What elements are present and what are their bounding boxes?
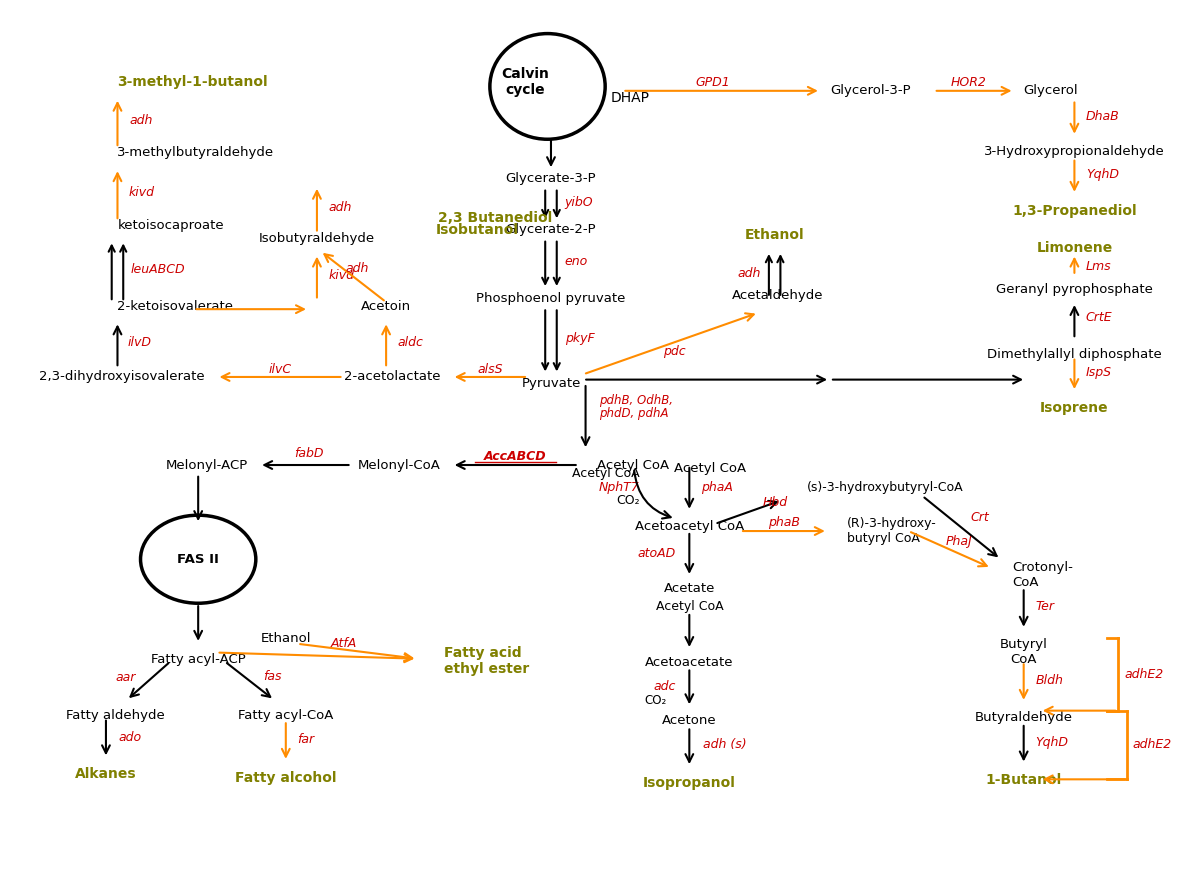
Text: YqhD: YqhD [1086, 168, 1119, 181]
Text: 2,3-dihydroxyisovalerate: 2,3-dihydroxyisovalerate [39, 370, 206, 384]
Text: 3-Hydroxypropionaldehyde: 3-Hydroxypropionaldehyde [984, 145, 1164, 159]
Text: Pyruvate: Pyruvate [522, 377, 581, 390]
Text: Alkanes: Alkanes [75, 767, 137, 781]
Text: Hbd: Hbd [763, 496, 789, 509]
Text: Glycerate-3-P: Glycerate-3-P [506, 173, 596, 185]
Text: Acetyl CoA: Acetyl CoA [675, 462, 746, 476]
Text: Glycerate-2-P: Glycerate-2-P [506, 223, 596, 237]
Text: Melonyl-ACP: Melonyl-ACP [165, 459, 248, 471]
Text: adhE2: adhE2 [1132, 739, 1171, 751]
Text: DhaB: DhaB [1086, 110, 1119, 123]
Text: DHAP: DHAP [611, 91, 650, 105]
Text: Melonyl-CoA: Melonyl-CoA [358, 459, 441, 471]
Text: YqhD: YqhD [1035, 736, 1068, 749]
Text: CO₂: CO₂ [617, 494, 640, 507]
Text: CO₂: CO₂ [644, 694, 666, 707]
Text: 1,3-Propanediol: 1,3-Propanediol [1012, 204, 1137, 218]
Text: Fatty acid
ethyl ester: Fatty acid ethyl ester [444, 646, 529, 676]
Text: Glycerol: Glycerol [1024, 84, 1079, 97]
Text: AtfA: AtfA [330, 637, 356, 650]
Text: phaA: phaA [701, 480, 733, 494]
Text: fabD: fabD [295, 447, 323, 460]
Text: ilvC: ilvC [268, 362, 291, 376]
Text: CrtE: CrtE [1086, 312, 1113, 324]
Text: 2,3 Butanediol: 2,3 Butanediol [438, 212, 552, 225]
Text: ado: ado [119, 731, 141, 743]
Text: adhE2: adhE2 [1124, 668, 1163, 681]
Text: kivd: kivd [328, 269, 354, 283]
Text: Isobutanol: Isobutanol [436, 223, 519, 237]
Text: HOR2: HOR2 [950, 75, 986, 89]
Text: phdD, pdhA: phdD, pdhA [600, 407, 669, 420]
Text: Butyraldehyde: Butyraldehyde [974, 711, 1073, 724]
Text: Acetyl CoA: Acetyl CoA [598, 459, 669, 472]
Text: Fatty aldehyde: Fatty aldehyde [65, 709, 165, 722]
Text: Acetone: Acetone [662, 714, 716, 727]
Text: adh: adh [738, 267, 760, 280]
Text: Acetyl CoA: Acetyl CoA [656, 600, 723, 613]
Text: ketoisocaproate: ketoisocaproate [118, 219, 225, 232]
Text: Fatty alcohol: Fatty alcohol [235, 771, 336, 784]
Text: Dimethylallyl diphosphate: Dimethylallyl diphosphate [987, 348, 1162, 361]
Text: 3-methyl-1-butanol: 3-methyl-1-butanol [118, 75, 268, 89]
Text: adh (s): adh (s) [703, 739, 747, 751]
Text: kivd: kivd [129, 186, 154, 199]
Text: Butyryl
CoA: Butyryl CoA [1000, 639, 1048, 666]
Text: Limonene: Limonene [1036, 240, 1112, 254]
Text: AccABCD: AccABCD [484, 450, 546, 462]
Text: Crt: Crt [971, 511, 990, 525]
Text: 1-Butanol: 1-Butanol [986, 773, 1062, 787]
Text: 2-ketoisovalerate: 2-ketoisovalerate [118, 299, 234, 313]
Text: yibO: yibO [564, 196, 594, 209]
Text: atoAD: atoAD [637, 547, 676, 560]
Text: Phosphoenol pyruvate: Phosphoenol pyruvate [476, 292, 626, 305]
Text: Acetyl CoA: Acetyl CoA [573, 467, 640, 480]
Text: Acetate: Acetate [664, 582, 715, 595]
Text: (R)-3-hydroxy-
butyryl CoA: (R)-3-hydroxy- butyryl CoA [847, 517, 937, 545]
Text: adh: adh [328, 200, 352, 214]
Text: Acetaldehyde: Acetaldehyde [732, 289, 823, 302]
Text: PhaJ: PhaJ [946, 535, 972, 548]
Text: Fatty acyl-CoA: Fatty acyl-CoA [238, 709, 334, 722]
Text: Acetoacetate: Acetoacetate [645, 656, 733, 669]
Text: Acetoacetyl CoA: Acetoacetyl CoA [634, 520, 744, 533]
Text: alsS: alsS [478, 362, 503, 376]
Text: Geranyl pyrophosphate: Geranyl pyrophosphate [996, 283, 1152, 296]
Text: adc: adc [653, 680, 676, 693]
Text: ilvD: ilvD [128, 336, 152, 349]
Text: Bldh: Bldh [1035, 674, 1063, 688]
Text: adh: adh [346, 262, 368, 276]
Text: Ethanol: Ethanol [745, 229, 804, 242]
Text: Ethanol: Ethanol [260, 632, 311, 645]
Text: (s)-3-hydroxybutyryl-CoA: (s)-3-hydroxybutyryl-CoA [807, 481, 963, 494]
Text: IspS: IspS [1086, 366, 1112, 379]
Text: Crotonyl-
CoA: Crotonyl- CoA [1012, 561, 1073, 589]
Text: fas: fas [263, 670, 282, 683]
Text: phaB: phaB [767, 516, 800, 529]
Text: pdhB, OdhB,: pdhB, OdhB, [600, 394, 674, 408]
Text: 3-methylbutyraldehyde: 3-methylbutyraldehyde [118, 146, 274, 159]
Text: Ter: Ter [1035, 600, 1054, 613]
Text: pdc: pdc [663, 345, 685, 358]
Text: GPD1: GPD1 [695, 75, 729, 89]
Text: NphT7: NphT7 [599, 480, 640, 494]
Text: Calvin
cycle: Calvin cycle [501, 67, 550, 97]
Text: Glycerol-3-P: Glycerol-3-P [830, 84, 911, 97]
Text: Fatty acyl-ACP: Fatty acyl-ACP [151, 653, 246, 665]
Text: Isobutyraldehyde: Isobutyraldehyde [259, 232, 375, 245]
Text: Acetoin: Acetoin [361, 299, 411, 313]
Text: Lms: Lms [1086, 260, 1112, 274]
Text: pkyF: pkyF [564, 331, 594, 345]
Text: adh: adh [129, 114, 152, 128]
Text: aldc: aldc [398, 336, 423, 349]
Text: aar: aar [115, 671, 135, 684]
Text: leuABCD: leuABCD [131, 263, 185, 276]
Text: Isoprene: Isoprene [1041, 400, 1108, 415]
Text: Isopropanol: Isopropanol [643, 776, 735, 789]
Text: far: far [297, 734, 315, 746]
Text: FAS II: FAS II [177, 553, 219, 566]
Text: eno: eno [564, 255, 588, 268]
Text: 2-acetolactate: 2-acetolactate [343, 370, 441, 384]
